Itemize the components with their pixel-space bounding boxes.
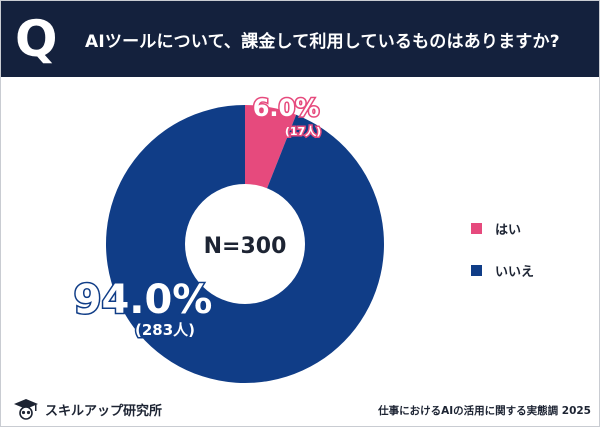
graduation-owl-icon — [14, 399, 38, 420]
question-title: AIツールについて、課金して利用しているものはありますか? — [85, 32, 560, 52]
legend-label-yes: はい — [495, 223, 522, 238]
slice-count-label-no: (283人) — [135, 321, 195, 339]
legend-label-no: いいえ — [495, 265, 535, 280]
legend-item-yes: はい — [471, 219, 521, 238]
legend-item-no: いいえ — [471, 261, 534, 280]
question-mark-icon: Q — [15, 10, 58, 68]
donut-hole — [185, 184, 305, 304]
slice-percent-label-yes: 6.0% — [253, 94, 320, 122]
slice-labels-group: 6.0% (17人) 94.0%(283人) — [72, 93, 323, 341]
legend-swatch-no — [471, 265, 482, 276]
legend-swatch-yes — [471, 223, 482, 234]
source-note: 仕事におけるAIの活用に関する実態調 2025 — [378, 405, 591, 417]
slice-percent-label-no: 94.0% — [74, 277, 213, 323]
question-header: Q AIツールについて、課金して利用しているものはありますか? — [1, 1, 599, 77]
brand-logo: スキルアップ研究所 — [13, 398, 162, 420]
brand-name: スキルアップ研究所 — [45, 403, 163, 419]
center-label: N=300 — [204, 234, 287, 259]
slice-count-label-yes: (17人) — [285, 124, 321, 138]
